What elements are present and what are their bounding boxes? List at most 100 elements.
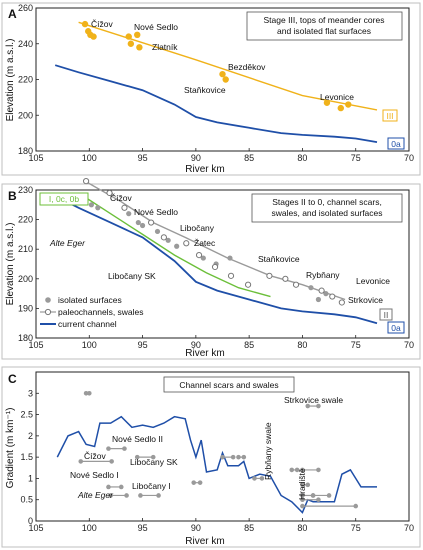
y-tick-label: 190 [18, 303, 33, 313]
panel-c: C 105 100 95 90 85 80 75 70 0 0.5 1 1.5 2 2.5 3 River … [1, 366, 421, 548]
label-cizov: Čížov [91, 19, 113, 29]
segment-end-point [230, 454, 236, 460]
legend-channel: current channel [58, 319, 117, 329]
label-zlatnik: Zlatník [152, 42, 178, 52]
x-tick-label: 100 [82, 153, 97, 163]
segment-end-point [316, 497, 321, 503]
x-tick-label: 100 [82, 340, 97, 350]
data-point [136, 44, 143, 51]
label-b-levonice: Levonice [356, 276, 390, 286]
paleochannel-point [147, 219, 155, 226]
tag-ii: II [384, 310, 389, 320]
isolated-surface-point [200, 255, 206, 261]
segment-end-point [289, 467, 295, 473]
label-c-strkovice: Strkovice swale [284, 395, 343, 405]
x-tick-label: 70 [404, 153, 414, 163]
paleochannel-point [282, 275, 289, 282]
segment-end-point [108, 493, 113, 498]
tag-iii: III [386, 111, 393, 121]
label-bezdekov: Bezděkov [228, 62, 266, 72]
segment-end-point [150, 454, 156, 460]
x-tick-label: 85 [244, 340, 254, 350]
series-line-blue [54, 64, 378, 143]
label-b-cizov: Čížov [110, 193, 132, 203]
paleochannel-point [160, 234, 167, 241]
x-tick-label: 90 [191, 340, 201, 350]
tag-green-box [39, 192, 89, 206]
x-tick-label: 95 [138, 340, 148, 350]
paleochannel-point [82, 178, 90, 185]
paleochannel-point [338, 299, 345, 306]
x-tick-label: 105 [28, 153, 43, 163]
tag-b-0a: 0a [391, 323, 401, 333]
label-levonice: Levonice [320, 92, 354, 102]
panel-c-xlabel: River km [185, 536, 224, 547]
panel-b-infobox [251, 193, 403, 223]
x-tick-label: 75 [351, 523, 361, 533]
y-tick-label: 2 [28, 431, 33, 441]
segment-end-point [316, 467, 321, 473]
label-b-alte: Alte Eger [49, 238, 86, 248]
label-c-alte: Alte Eger [77, 490, 114, 500]
panel-b-xlabel: River km [185, 348, 224, 359]
segment-end-point [118, 484, 124, 490]
segment-end-point [109, 459, 114, 464]
data-point [219, 70, 226, 78]
label-c-hradiste: Hradiště [297, 468, 307, 500]
isolated-surface-point [126, 211, 132, 217]
data-point [127, 40, 135, 47]
x-tick-label: 95 [138, 523, 148, 533]
data-point [222, 76, 229, 83]
legend-circle-icon [44, 308, 52, 316]
isolated-surface-point [88, 202, 95, 208]
isolated-surface-point [95, 205, 101, 211]
x-tick-label: 75 [351, 340, 361, 350]
segment-end-point [300, 503, 305, 509]
segment-end-point [294, 467, 300, 473]
segment-end-point [124, 493, 129, 498]
x-tick-label: 95 [138, 153, 148, 163]
segment-end-point [78, 459, 84, 464]
segment-end-point [106, 446, 111, 451]
data-point [81, 20, 89, 28]
paleochannel-point [106, 189, 113, 197]
panel-b: B 105 100 95 90 85 80 75 70 180 190 200 210 220 230 R… [1, 178, 421, 360]
y-tick-label: 180 [18, 146, 33, 156]
data-point [323, 99, 331, 106]
segment-end-point [191, 480, 197, 485]
panel-a-xlabel: River km [185, 164, 224, 175]
legend-paleo: paleochannels, swales [58, 307, 144, 317]
tag-0a-box [387, 137, 405, 150]
panel-b-ylabel: Elevation (m a.s.l.) [5, 223, 16, 306]
tag-iii-box [382, 109, 398, 122]
paleochannel-point [244, 281, 252, 288]
segment-end-point [241, 454, 247, 460]
label-b-nove: Nové Sedlo [134, 207, 178, 217]
series-line-blue [54, 195, 378, 325]
label-c-rybnany: Rybňany swale [263, 422, 273, 480]
isolated-surface-point [323, 291, 329, 297]
segment-end-point [310, 493, 316, 498]
y-tick-label: 220 [18, 215, 33, 225]
panel-c-letter: C [8, 372, 17, 386]
label-b-rybnany: Rybňany [306, 270, 340, 280]
x-tick-label: 85 [244, 153, 254, 163]
isolated-surface-point [174, 243, 180, 249]
y-tick-label: 2.5 [20, 410, 33, 420]
series-line-orange [78, 21, 378, 111]
panel-a-marks [54, 20, 378, 143]
label-c-libsk: Libočany SK [130, 457, 178, 467]
tag-b-0a-box [387, 321, 405, 334]
x-tick-label: 70 [404, 523, 414, 533]
tag-0a: 0a [391, 139, 401, 149]
y-tick-label: 180 [18, 333, 33, 343]
panel-a: A 105 100 95 90 85 80 75 70 180 200 220 240 260 Rive… [1, 2, 421, 176]
panel-a-infobox [246, 11, 403, 41]
x-tick-label: 75 [351, 153, 361, 163]
segment-end-point [197, 480, 203, 485]
y-tick-label: 200 [18, 110, 33, 120]
paleochannel-point [266, 272, 273, 279]
isolated-surface-point [315, 296, 322, 303]
data-point [345, 101, 352, 108]
x-tick-label: 80 [297, 153, 307, 163]
